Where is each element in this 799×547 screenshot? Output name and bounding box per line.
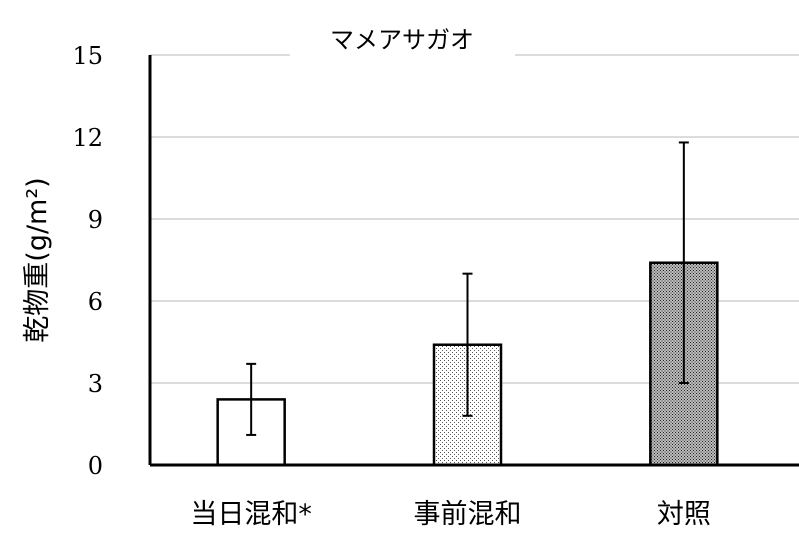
x-tick-label: 当日混和* (190, 499, 312, 530)
y-tick-label: 6 (88, 288, 103, 316)
axes (148, 55, 799, 467)
chart-title: マメアサガオ (330, 26, 474, 54)
y-tick-label: 9 (88, 206, 103, 234)
y-axis-label: 乾物重(g/m²) (22, 177, 53, 342)
x-tick-label: 対照 (657, 499, 711, 530)
y-tick-label: 12 (72, 124, 103, 152)
y-tick-label: 15 (72, 42, 103, 70)
y-tick-label: 0 (88, 452, 103, 480)
x-tick-label: 事前混和 (414, 499, 522, 530)
tick-labels: 0 3 6 9 12 15 当日混和* 事前混和 対照 (72, 42, 710, 530)
title-background (290, 22, 515, 56)
y-tick-label: 3 (88, 370, 103, 398)
error-bars (246, 141, 689, 436)
